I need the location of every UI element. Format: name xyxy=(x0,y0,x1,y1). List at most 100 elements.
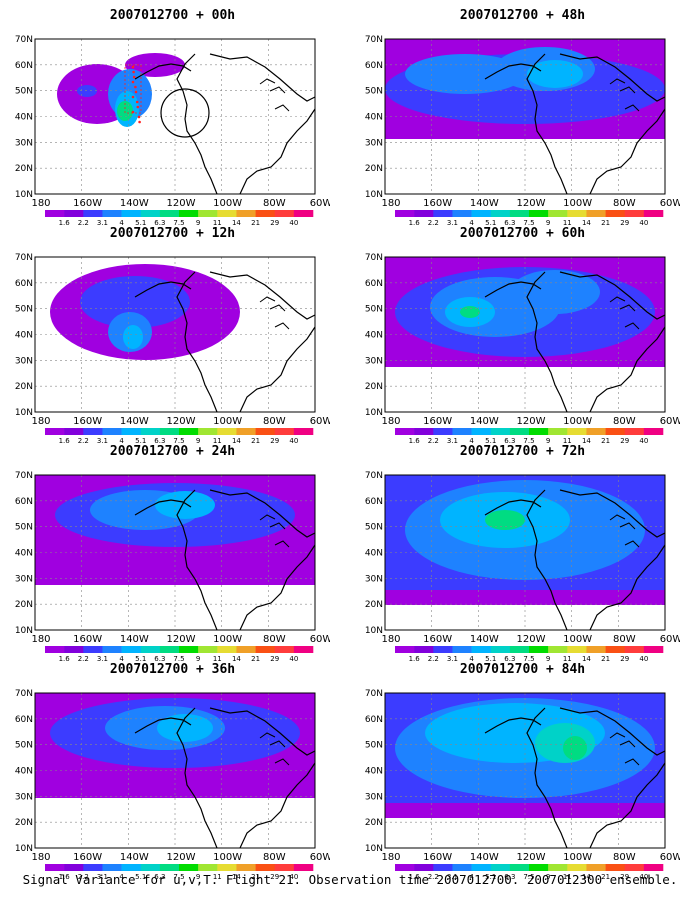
colorbar-label: 14 xyxy=(232,873,241,880)
lon-tick-label: 100W xyxy=(213,198,242,209)
lon-tick-label: 180 xyxy=(381,198,400,209)
coastline xyxy=(134,499,192,516)
colorbar-label: 5.1 xyxy=(135,219,146,226)
colorbar-swatch xyxy=(64,428,84,435)
colorbar-swatch xyxy=(643,428,664,435)
colorbar-swatch xyxy=(179,210,199,217)
colorbar-swatch xyxy=(293,210,314,217)
colorbar-label: 3.1 xyxy=(447,219,458,226)
colorbar-swatch xyxy=(236,210,256,217)
colorbar-swatch xyxy=(471,646,492,653)
lat-tick-label: 50N xyxy=(15,87,33,97)
lat-tick-label: 60N xyxy=(365,279,383,289)
map-plot: 10N 20N 30N 40N 50N 60N 70N 180 160W 140W 120W 100W… xyxy=(365,471,680,662)
variance-field xyxy=(510,270,600,314)
lat-tick-label: 50N xyxy=(15,305,33,315)
map-frame xyxy=(34,474,316,631)
colorbar-swatch xyxy=(433,210,453,217)
coastline xyxy=(134,281,192,298)
colorbar-label: 9 xyxy=(546,219,550,226)
lat-tick-label: 70N xyxy=(365,689,383,699)
flight-track-dot xyxy=(132,75,136,79)
colorbar-swatch xyxy=(624,428,645,435)
colorbar-label: 29 xyxy=(620,219,629,226)
colorbar-swatch xyxy=(140,210,161,217)
colorbar-label: 1.6 xyxy=(409,437,421,444)
colorbar-label: 29 xyxy=(270,437,279,444)
colorbar-swatch xyxy=(471,428,492,435)
colorbar-label: 5.1 xyxy=(135,437,146,444)
colorbar-swatch xyxy=(452,210,472,217)
lon-tick-label: 80W xyxy=(263,198,286,209)
colorbar-label: 5.1 xyxy=(485,873,496,880)
coastline xyxy=(619,86,636,94)
lon-tick-label: 180 xyxy=(381,634,400,645)
coastline xyxy=(209,707,315,756)
panel-title: 2007012700 + 72h xyxy=(459,444,586,459)
flight-track-dot xyxy=(135,100,139,104)
colorbar-swatch xyxy=(274,428,295,435)
colorbar-swatch xyxy=(605,210,626,217)
colorbar-label: 2.2 xyxy=(78,655,89,662)
colorbar-label: 21 xyxy=(601,219,610,226)
colorbar-swatch xyxy=(255,646,276,653)
colorbar-label: 29 xyxy=(620,655,629,662)
colorbar-label: 9 xyxy=(546,437,550,444)
colorbar-label: 11 xyxy=(213,219,222,226)
colorbar-label: 3.1 xyxy=(447,437,458,444)
colorbar-label: 11 xyxy=(563,655,572,662)
colorbar-swatch xyxy=(255,428,276,435)
colorbar-swatch xyxy=(548,210,568,217)
lat-tick-label: 20N xyxy=(15,382,33,392)
colorbar-swatch xyxy=(45,428,65,435)
lat-tick-label: 30N xyxy=(15,574,33,584)
lon-tick-label: 100W xyxy=(563,852,592,863)
colorbar-label: 6.3 xyxy=(154,219,165,226)
colorbar-swatch xyxy=(255,864,276,871)
colorbar-label: 2.2 xyxy=(428,437,439,444)
colorbar-swatch xyxy=(293,864,314,871)
colorbar-swatch xyxy=(159,864,180,871)
colorbar-label: 7.5 xyxy=(173,219,184,226)
colorbar-swatch xyxy=(274,864,295,871)
colorbar-label: 21 xyxy=(251,219,260,226)
lon-tick-label: 140W xyxy=(470,634,499,645)
colorbar-swatch xyxy=(643,210,664,217)
colorbar-swatch xyxy=(64,646,84,653)
colorbar-swatch xyxy=(586,210,606,217)
colorbar-label: 29 xyxy=(270,219,279,226)
map-plot: 10N 20N 30N 40N 50N 60N 70N 180 160W 140W 120W 100W… xyxy=(365,689,680,880)
colorbar-label: 3.1 xyxy=(97,655,108,662)
coastline xyxy=(269,522,286,530)
colorbar-label: 14 xyxy=(582,219,591,226)
map-panel-12h: 2007012700 + 12h 10N 20N 30N 40N 50N 60N 70N 180… xyxy=(0,226,330,444)
lat-tick-label: 50N xyxy=(365,87,383,97)
colorbar-swatch xyxy=(140,646,161,653)
colorbar-swatch xyxy=(624,210,645,217)
colorbar-swatch xyxy=(121,428,142,435)
coastline xyxy=(559,707,665,756)
lon-tick-label: 180 xyxy=(381,416,400,427)
lat-tick-label: 20N xyxy=(365,382,383,392)
colorbar-swatch xyxy=(45,210,65,217)
coastline xyxy=(274,758,290,766)
lon-tick-label: 100W xyxy=(213,416,242,427)
colorbar-label: 6.3 xyxy=(504,437,515,444)
lon-tick-label: 140W xyxy=(120,852,149,863)
colorbar-swatch xyxy=(179,864,199,871)
colorbar-label: 4 xyxy=(469,873,474,880)
map-frame xyxy=(34,38,316,195)
colorbar-label: 4 xyxy=(119,655,124,662)
lat-tick-label: 60N xyxy=(15,61,33,71)
coastline xyxy=(526,489,568,630)
colorbar-swatch xyxy=(433,864,453,871)
colorbar-swatch xyxy=(395,428,415,435)
colorbar-swatch xyxy=(102,210,122,217)
lon-tick-label: 80W xyxy=(613,634,636,645)
colorbar-swatch xyxy=(395,210,415,217)
colorbar-label: 3.1 xyxy=(97,219,108,226)
lon-tick-label: 80W xyxy=(263,634,286,645)
coastline xyxy=(526,271,568,412)
colorbar-swatch xyxy=(83,428,103,435)
colorbar-swatch xyxy=(414,428,434,435)
